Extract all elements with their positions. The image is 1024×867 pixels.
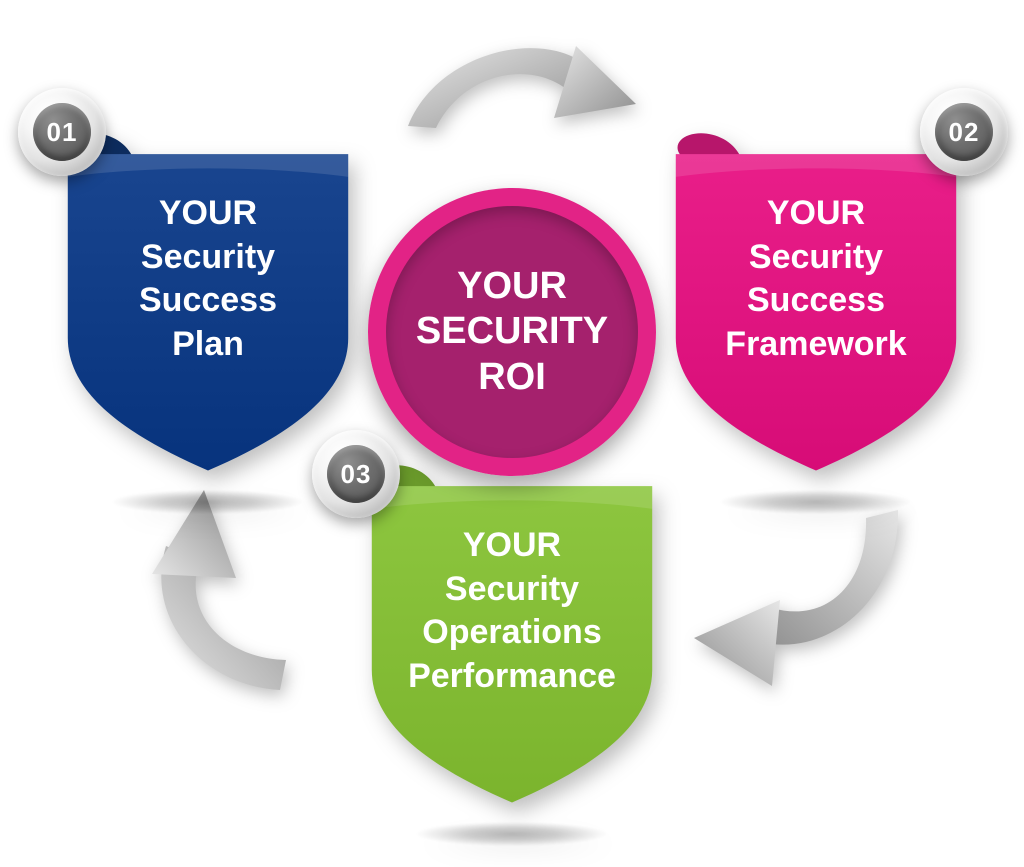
shield-plan: YOUR Security Success Plan xyxy=(48,120,368,480)
step-number: 02 xyxy=(949,117,980,148)
shield-operations: YOUR Security Operations Performance xyxy=(352,452,672,812)
step-badge-01: 01 xyxy=(18,88,106,176)
shadow-ellipse xyxy=(417,822,607,846)
infographic-stage: YOUR Security Success Plan YOUR Security… xyxy=(0,0,1024,867)
shield-label: YOUR Security Success Plan xyxy=(48,192,368,366)
step-number: 03 xyxy=(341,459,372,490)
step-badge-02: 02 xyxy=(920,88,1008,176)
cycle-arrow-icon xyxy=(688,490,918,690)
shadow-ellipse xyxy=(721,490,911,514)
step-number: 01 xyxy=(47,117,78,148)
hub-label: YOUR SECURITY ROI xyxy=(386,206,638,458)
step-badge-03: 03 xyxy=(312,430,400,518)
shield-label: YOUR Security Success Framework xyxy=(656,192,976,366)
cycle-arrow-icon xyxy=(110,490,340,710)
shield-framework: YOUR Security Success Framework xyxy=(656,120,976,480)
shield-label: YOUR Security Operations Performance xyxy=(352,524,672,698)
cycle-arrow-icon xyxy=(378,8,646,168)
shadow-ellipse xyxy=(113,490,303,514)
hub-circle: YOUR SECURITY ROI xyxy=(368,188,656,476)
